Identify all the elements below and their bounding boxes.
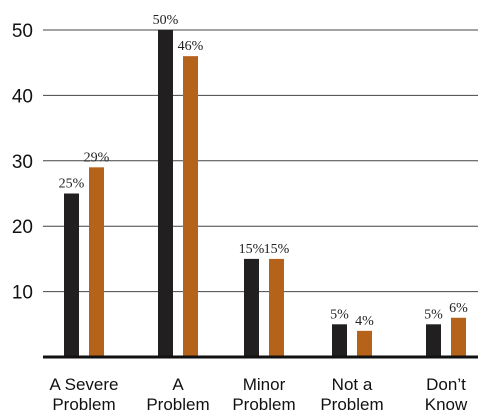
y-tick-label: 40 [12, 86, 33, 107]
bar-series-2-4 [451, 317, 466, 357]
data-label: 5% [424, 307, 443, 322]
gridlines [43, 29, 478, 293]
bar-series-1-4 [426, 324, 441, 357]
category-label: Minor [243, 375, 286, 394]
data-label: 6% [449, 301, 468, 316]
category-label: Know [425, 395, 468, 414]
bar-series-1-0 [64, 193, 79, 357]
category-label: A Severe [50, 375, 119, 394]
bar-series-1-3 [332, 324, 347, 357]
data-label: 46% [178, 39, 204, 54]
data-label: 29% [84, 150, 110, 165]
category-label: Not a [332, 375, 373, 394]
bars [64, 30, 466, 357]
category-label: Don’t [426, 375, 466, 394]
data-label: 50% [153, 13, 179, 28]
bar-series-1-2 [244, 258, 259, 357]
category-label: Problem [320, 395, 383, 414]
category-label: A [172, 375, 184, 394]
y-tick-label: 20 [12, 217, 33, 238]
data-label: 15% [239, 242, 265, 257]
category-label: Problem [52, 395, 115, 414]
bar-series-2-0 [89, 167, 104, 357]
y-tick-label: 30 [12, 152, 33, 173]
bar-series-1-1 [158, 30, 173, 357]
data-label: 5% [330, 307, 349, 322]
bar-series-2-3 [357, 330, 372, 357]
category-label: Problem [232, 395, 295, 414]
y-tick-label: 10 [12, 283, 33, 304]
data-label: 25% [59, 177, 85, 192]
data-labels: 25% 50% 15% 5% 5% 29% 46% 15% 4% 6% [59, 13, 469, 329]
data-label: 15% [264, 242, 290, 257]
category-label: Problem [146, 395, 209, 414]
bar-series-2-2 [269, 258, 284, 357]
bar-series-2-1 [183, 56, 198, 357]
data-label: 4% [355, 314, 374, 329]
y-tick-label: 50 [12, 21, 33, 42]
